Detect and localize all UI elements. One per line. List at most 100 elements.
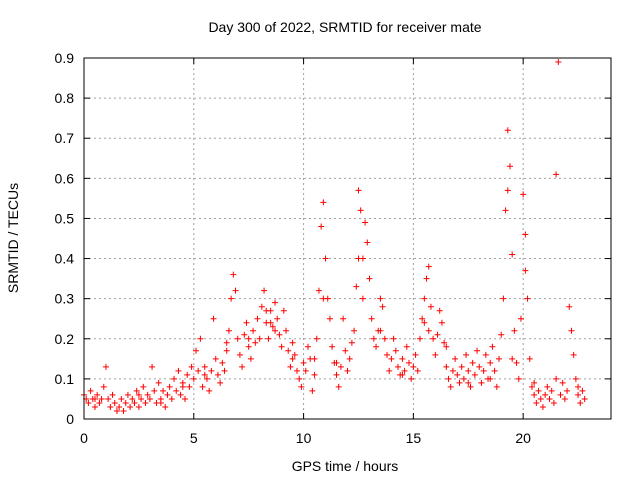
data-point [318,223,325,230]
data-point [559,379,566,386]
data-point [179,383,186,390]
data-point [250,327,257,334]
data-point [403,343,410,350]
data-point [480,367,487,374]
y-tick-label: 0.9 [55,50,75,66]
data-point [186,383,193,390]
data-point [285,347,292,354]
data-point [465,379,472,386]
data-point [109,391,116,398]
data-point [425,327,432,334]
data-points [81,59,588,414]
data-point [561,395,568,402]
y-tick-label: 0 [66,411,74,427]
data-point [348,339,355,346]
data-point [192,347,199,354]
data-point [236,351,243,358]
data-point [166,383,173,390]
data-point [555,59,562,66]
data-point [300,359,307,366]
data-point [102,363,109,370]
data-point [155,379,162,386]
data-point [432,351,439,358]
x-tick-label: 15 [406,430,422,446]
data-point [443,343,450,350]
data-point [399,371,406,378]
data-point [182,395,189,402]
data-point [496,355,503,362]
y-axis-label: SRMTID / TECUs [5,183,21,293]
data-point [531,391,538,398]
data-point [212,355,219,362]
data-point [395,363,402,370]
data-point [256,335,263,342]
data-point [351,327,358,334]
data-point [577,399,584,406]
data-point [575,391,582,398]
data-point [149,363,156,370]
y-tick-label: 0.7 [55,130,75,146]
data-point [293,367,300,374]
data-point [120,407,127,414]
data-point [412,351,419,358]
data-point [278,343,285,350]
data-point [138,395,145,402]
data-point [531,379,538,386]
data-point [151,387,158,394]
data-point [118,395,125,402]
data-point [500,295,507,302]
data-point [320,295,327,302]
data-point [217,379,224,386]
data-point [401,367,408,374]
data-point [160,387,167,394]
data-point [135,403,142,410]
data-point [243,319,250,326]
data-point [337,363,344,370]
data-point [410,363,417,370]
data-point [381,335,388,342]
data-point [87,387,94,394]
data-point [201,363,208,370]
data-point [311,371,318,378]
data-point [458,363,465,370]
data-point [414,367,421,374]
data-point [491,367,498,374]
data-point [502,207,509,214]
data-point [456,379,463,386]
data-point [434,331,441,338]
data-point [313,335,320,342]
data-point [274,315,281,322]
data-point [526,355,533,362]
data-point [539,403,546,410]
data-point [252,339,259,346]
data-point [511,327,518,334]
data-point [487,375,494,382]
plot-frame [83,57,612,420]
data-point [111,399,118,406]
data-point [98,395,105,402]
data-point [175,367,182,374]
data-point [452,355,459,362]
data-point [203,375,210,382]
data-point [566,303,573,310]
data-point [465,367,472,374]
data-point [315,287,322,294]
data-point [210,315,217,322]
data-point [357,207,364,214]
tick-layer: 0 5 10 15 20 0 0.1 0.2 0.3 0.4 0.5 0.6 0.7 0.8 0.9 [55,50,611,446]
data-point [359,295,366,302]
data-point [423,275,430,282]
data-point [322,255,329,262]
x-tick-label: 5 [190,430,198,446]
data-point [289,339,296,346]
data-point [449,367,456,374]
data-point [230,271,237,278]
data-point [368,315,375,322]
data-point [107,403,114,410]
data-point [208,367,215,374]
data-point [326,315,333,322]
data-point [272,299,279,306]
data-point [553,375,560,382]
data-point [289,355,296,362]
data-point [557,391,564,398]
